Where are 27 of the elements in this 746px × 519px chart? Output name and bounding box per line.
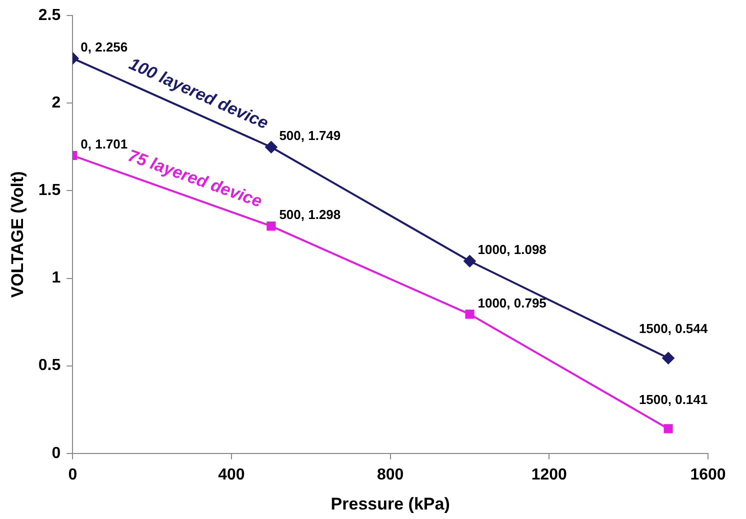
y-tick-label: 0.5 (38, 357, 61, 374)
y-tick-label: 2.5 (38, 7, 61, 24)
x-tick-label: 1200 (531, 466, 568, 484)
point (265, 141, 278, 154)
data-label: 1500, 0.141 (638, 392, 708, 407)
x-tick-label: 800 (376, 466, 404, 484)
data-label: 1500, 0.544 (638, 321, 708, 336)
x-axis-title: Pressure (kPa) (330, 494, 450, 514)
data-label: 500, 1.298 (279, 207, 341, 222)
y-tick-label: 1.5 (38, 182, 61, 200)
y-axis-title: VOLTAGE (Volt) (8, 171, 27, 298)
y-tick-label: 0 (52, 444, 61, 462)
point (465, 310, 474, 319)
y-tick-label: 2 (52, 94, 61, 112)
y-tick-label: 1 (52, 270, 61, 287)
data-label: 1000, 1.098 (478, 242, 546, 258)
point (464, 255, 476, 268)
x-tick-label: 0 (68, 466, 78, 484)
data-label: 0, 2.256 (80, 39, 128, 54)
point (266, 222, 276, 231)
data-label: 0, 1.701 (80, 136, 128, 152)
x-tick-label: 1600 (690, 466, 726, 484)
data-label: 500, 1.749 (279, 128, 341, 144)
x-tick-label: 400 (218, 466, 245, 484)
data-label: 1000, 0.795 (478, 295, 546, 310)
point (662, 352, 674, 364)
point (664, 424, 673, 434)
